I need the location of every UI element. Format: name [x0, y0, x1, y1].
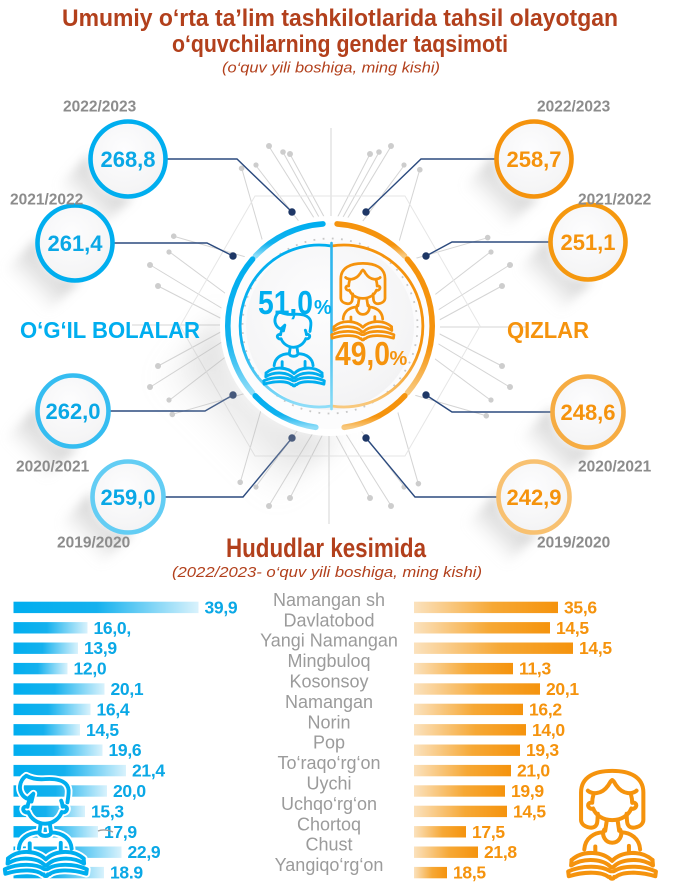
- svg-text:O‘G‘IL BOLALAR: O‘G‘IL BOLALAR: [20, 317, 200, 343]
- svg-text:14,5: 14,5: [513, 801, 546, 821]
- svg-text:268,8: 268,8: [100, 147, 155, 172]
- svg-text:261,4: 261,4: [47, 231, 103, 256]
- svg-text:19,6: 19,6: [109, 740, 142, 760]
- svg-text:2021/2022: 2021/2022: [10, 192, 83, 209]
- svg-text:21,4: 21,4: [132, 761, 165, 781]
- svg-text:(o‘quv yili boshiga, ming kish: (o‘quv yili boshiga, ming kishi): [222, 61, 440, 77]
- svg-text:17,9: 17,9: [104, 822, 137, 842]
- svg-text:17,5: 17,5: [472, 822, 505, 842]
- svg-text:Pop: Pop: [313, 733, 345, 753]
- svg-text:22,9: 22,9: [128, 842, 161, 862]
- svg-text:2022/2023: 2022/2023: [63, 99, 137, 116]
- svg-text:Hududlar kesimida: Hududlar kesimida: [226, 533, 426, 563]
- svg-text:Mingbuloq: Mingbuloq: [287, 651, 370, 671]
- svg-text:11,3: 11,3: [519, 659, 551, 679]
- svg-text:%: %: [314, 297, 332, 319]
- svg-text:(2022/2023- o‘quv yili boshiga: (2022/2023- o‘quv yili boshiga, ming kis…: [172, 564, 482, 581]
- svg-text:Norin: Norin: [307, 712, 350, 732]
- svg-text:2020/2021: 2020/2021: [578, 459, 652, 476]
- svg-text:QIZLAR: QIZLAR: [507, 317, 589, 343]
- svg-text:To‘raqo‘rg‘on: To‘raqo‘rg‘on: [277, 753, 380, 773]
- svg-text:2019/2020: 2019/2020: [537, 535, 610, 552]
- svg-text:14,5: 14,5: [579, 638, 612, 658]
- svg-text:2020/2021: 2020/2021: [16, 459, 90, 476]
- svg-text:248,6: 248,6: [560, 400, 615, 425]
- svg-text:2019/2020: 2019/2020: [57, 535, 130, 552]
- svg-text:Namangan: Namangan: [285, 692, 373, 712]
- svg-text:21,0: 21,0: [517, 761, 550, 781]
- svg-text:Uychi: Uychi: [306, 774, 351, 794]
- svg-text:Davlatobod: Davlatobod: [283, 610, 374, 630]
- svg-text:Kosonsoy: Kosonsoy: [289, 672, 368, 692]
- svg-text:12,0: 12,0: [74, 659, 107, 679]
- svg-text:16,0,: 16,0,: [94, 618, 131, 638]
- svg-text:Uchqo‘rg‘on: Uchqo‘rg‘on: [281, 794, 377, 814]
- svg-text:39,9: 39,9: [205, 597, 238, 617]
- svg-text:2022/2023: 2022/2023: [537, 99, 611, 116]
- svg-text:14,0: 14,0: [532, 720, 565, 740]
- svg-text:Chust: Chust: [305, 835, 352, 855]
- svg-text:14,5: 14,5: [556, 618, 589, 638]
- svg-text:16,4: 16,4: [97, 699, 130, 719]
- svg-text:258,7: 258,7: [506, 147, 561, 172]
- svg-text:259,0: 259,0: [100, 485, 155, 510]
- svg-text:Namangan sh: Namangan sh: [273, 590, 385, 610]
- svg-text:20,1: 20,1: [111, 679, 144, 699]
- svg-text:15,3: 15,3: [91, 801, 124, 821]
- svg-text:16,2: 16,2: [529, 699, 562, 719]
- svg-text:Umumiy o‘rta ta’lim tashkilotl: Umumiy o‘rta ta’lim tashkilotlarida tahs…: [62, 5, 618, 32]
- svg-text:Yangi Namangan: Yangi Namangan: [260, 631, 398, 651]
- svg-text:18,5: 18,5: [453, 863, 486, 883]
- svg-text:20,0: 20,0: [113, 781, 146, 801]
- svg-text:19,9: 19,9: [511, 781, 544, 801]
- svg-text:21,8: 21,8: [484, 842, 517, 862]
- svg-text:251,1: 251,1: [560, 230, 615, 255]
- svg-text:14,5: 14,5: [86, 720, 119, 740]
- svg-text:%: %: [390, 348, 408, 370]
- svg-text:2021/2022: 2021/2022: [578, 192, 651, 209]
- svg-text:20,1: 20,1: [546, 679, 579, 699]
- svg-text:Chortoq: Chortoq: [297, 814, 361, 834]
- svg-text:19,3: 19,3: [526, 740, 559, 760]
- svg-text:o‘quvchilarning gender taqsimo: o‘quvchilarning gender taqsimoti: [172, 31, 508, 58]
- svg-text:18.9: 18.9: [110, 863, 143, 883]
- svg-text:13,9: 13,9: [84, 638, 117, 658]
- svg-text:242,9: 242,9: [506, 485, 561, 510]
- svg-text:262,0: 262,0: [45, 399, 100, 424]
- svg-text:35,6: 35,6: [564, 597, 597, 617]
- svg-text:Yangiqo‘rg‘on: Yangiqo‘rg‘on: [275, 855, 384, 875]
